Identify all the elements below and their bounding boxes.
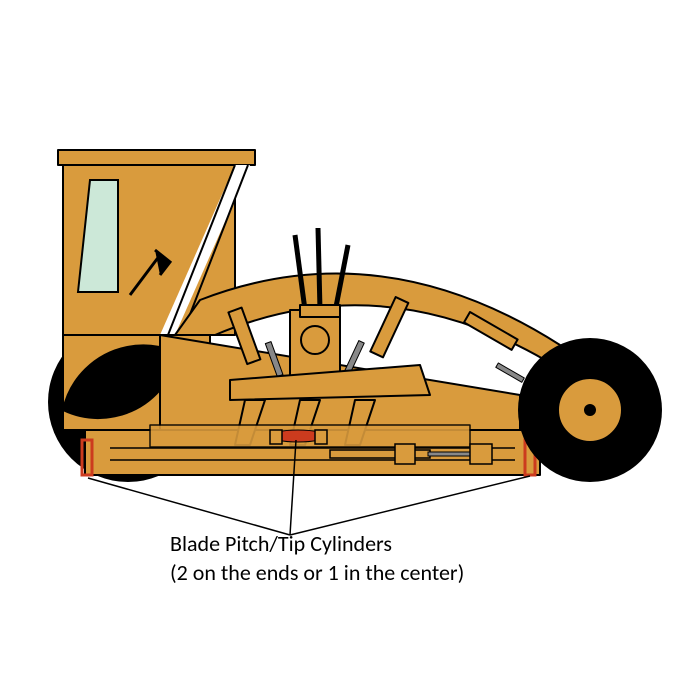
callout-line1: Blade Pitch/Tip Cylinders — [170, 530, 464, 559]
callout-line2: (2 on the ends or 1 in the center) — [170, 559, 464, 588]
lift-cylinder-right — [344, 297, 408, 375]
diagram-container: Blade Pitch/Tip Cylinders (2 on the ends… — [0, 0, 700, 700]
grader-diagram — [0, 0, 700, 700]
callout-label: Blade Pitch/Tip Cylinders (2 on the ends… — [170, 530, 464, 587]
